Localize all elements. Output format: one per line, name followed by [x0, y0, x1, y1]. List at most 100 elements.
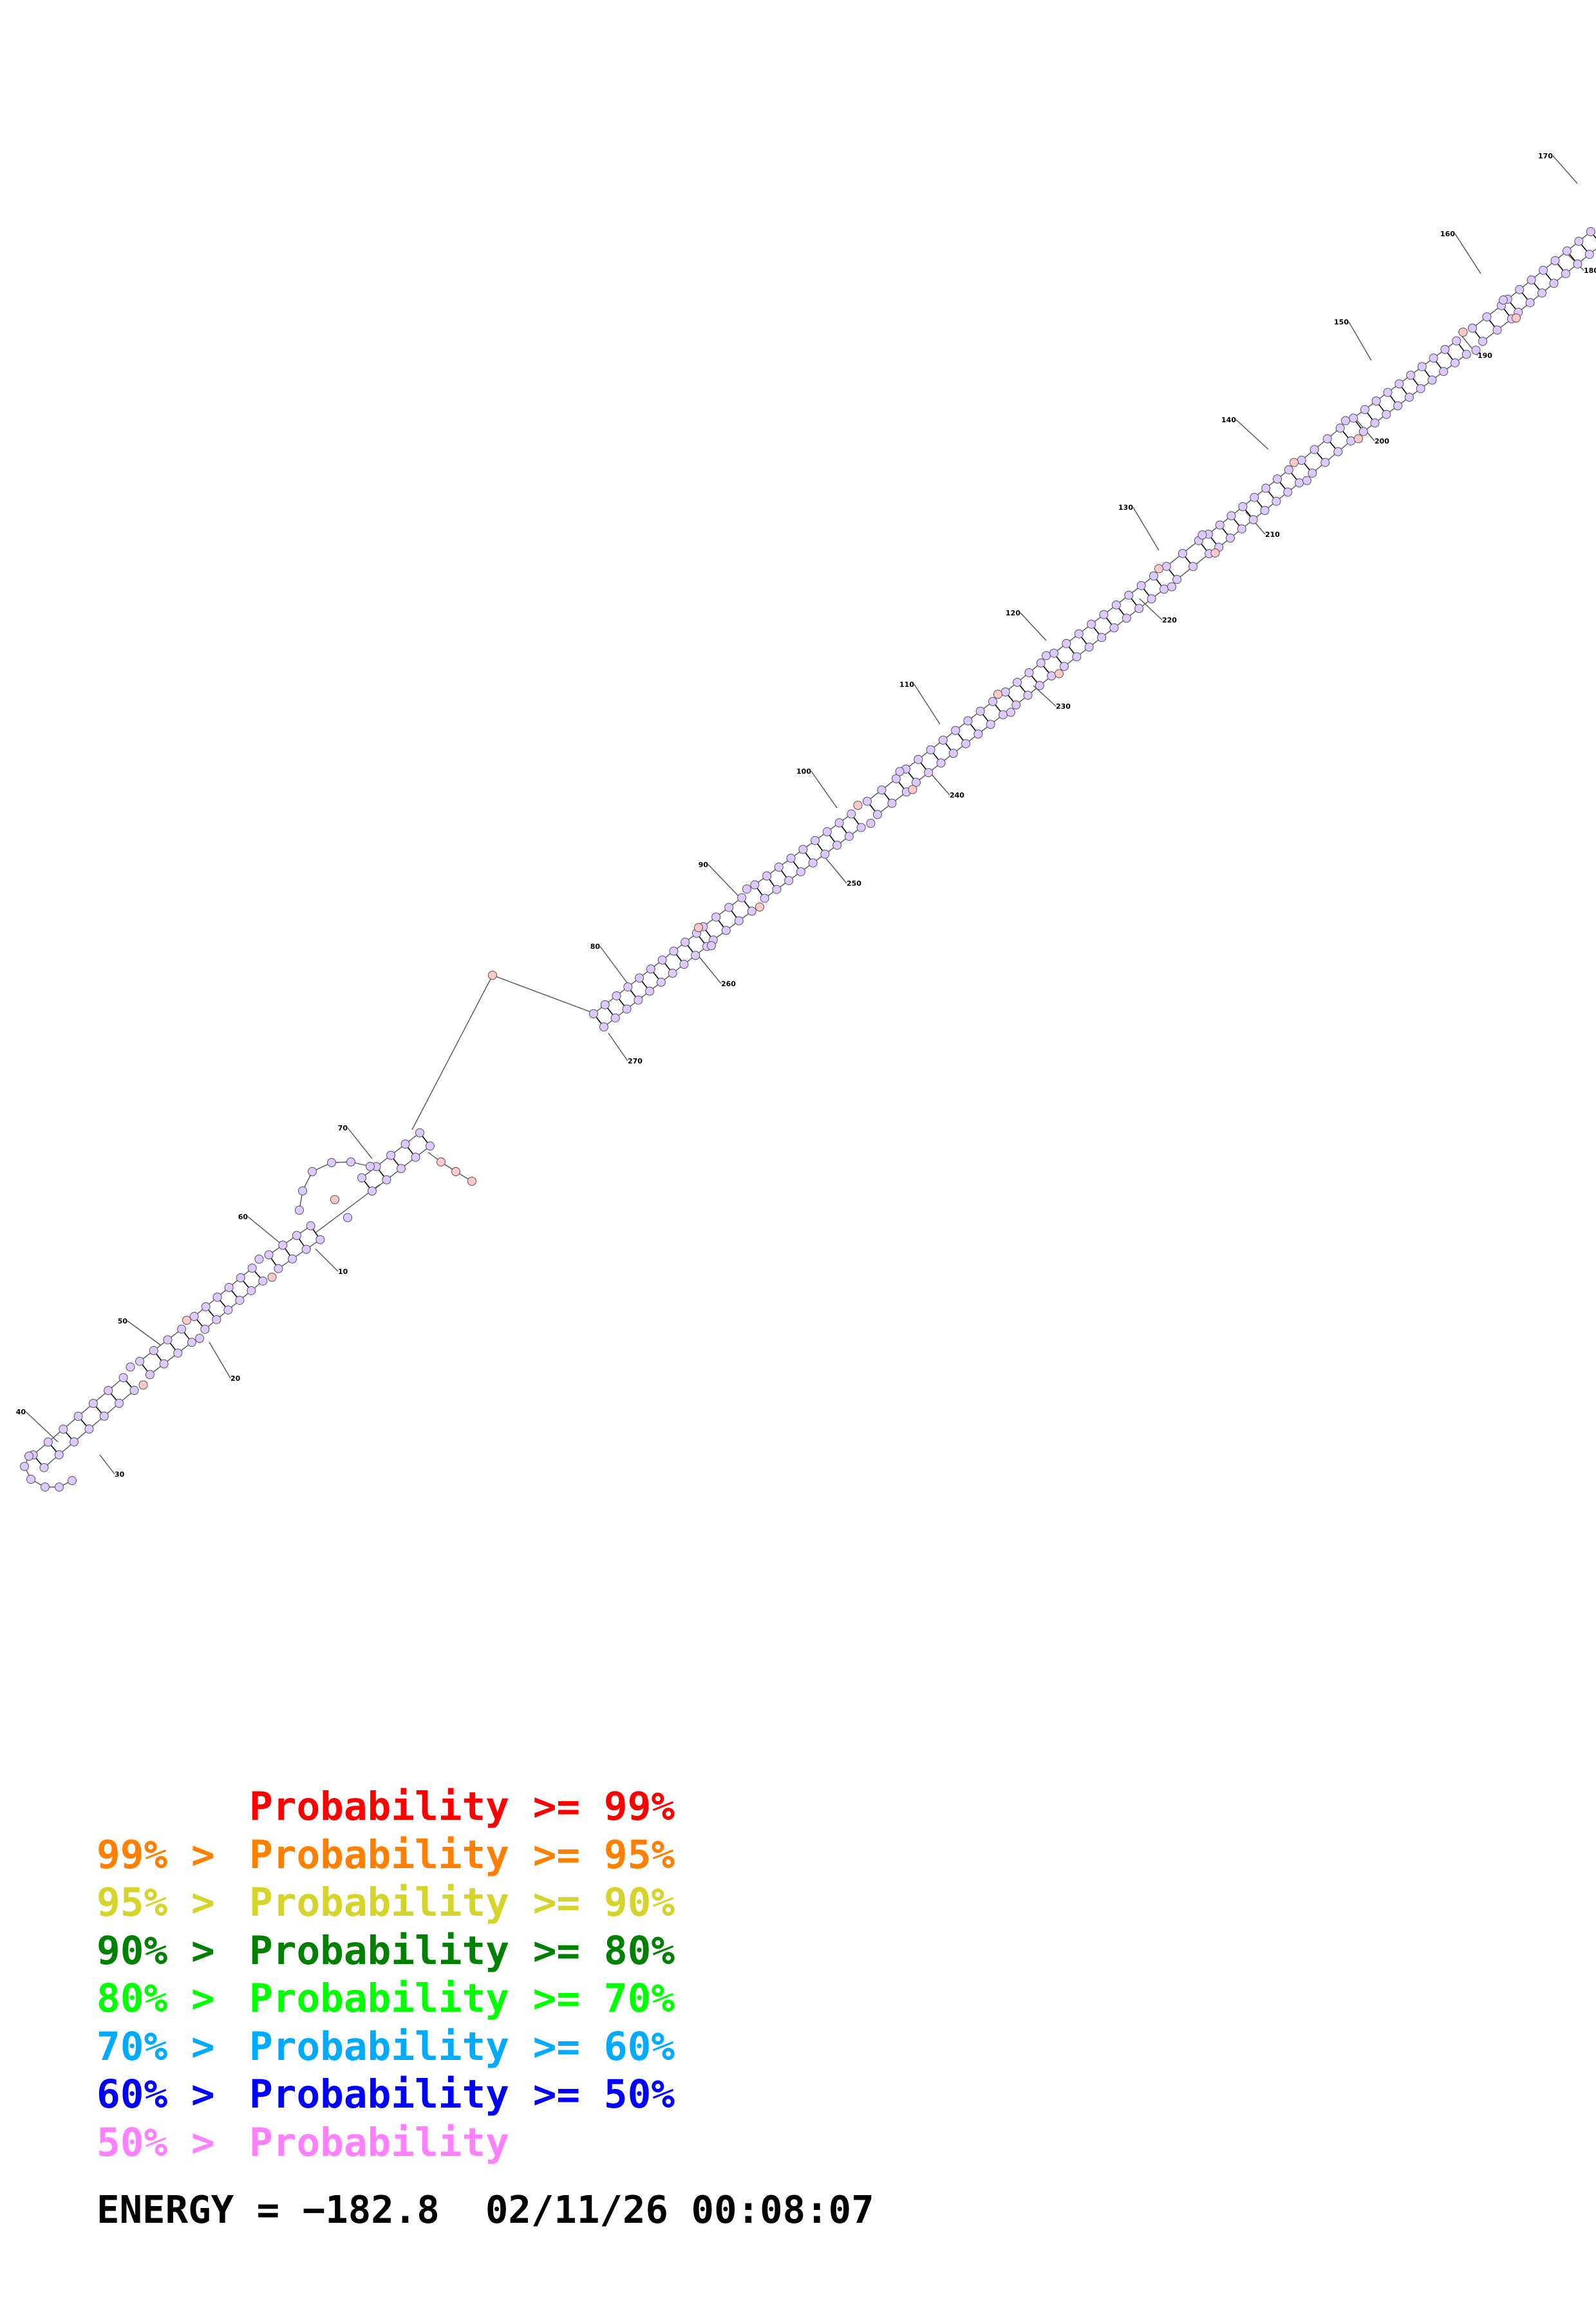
- nucleotide: [1189, 563, 1197, 571]
- loop-nucleotide: [1168, 583, 1176, 591]
- nucleotide: [1550, 279, 1558, 288]
- loop-nucleotide: [1342, 416, 1350, 425]
- nucleotide: [387, 1151, 395, 1159]
- nucleotide: [1440, 368, 1448, 376]
- nucleotide: [1323, 435, 1331, 443]
- nucleotide: [1526, 299, 1534, 307]
- hairpin-nucleotide: [21, 1463, 29, 1471]
- nucleotide: [316, 1235, 324, 1244]
- nucleotide: [773, 885, 781, 894]
- nucleotide: [589, 1009, 597, 1018]
- nucleotide: [416, 1128, 424, 1137]
- legend-label: Probability >= 50%: [249, 2071, 675, 2119]
- nucleotide: [1284, 488, 1292, 496]
- nucleotide: [1573, 260, 1582, 268]
- legend-row-60: 70% > Probability >= 60%: [97, 2023, 191, 2072]
- nucleotide: [612, 991, 621, 1000]
- nucleotide: [279, 1241, 287, 1249]
- nucleotide: [1013, 678, 1022, 686]
- multiloop-nucleotide: [296, 1206, 304, 1215]
- nucleotide: [1483, 313, 1491, 321]
- position-label: 230: [1056, 702, 1071, 711]
- label-tick: [209, 1342, 230, 1378]
- nucleotide: [1137, 581, 1145, 590]
- nucleotide: [1075, 630, 1083, 638]
- nucleotide: [1561, 270, 1570, 278]
- multiloop-nucleotide: [328, 1159, 336, 1167]
- nucleotide: [397, 1165, 405, 1173]
- position-label: 270: [628, 1057, 643, 1065]
- nucleotide: [1122, 614, 1131, 622]
- nucleotide: [1110, 624, 1118, 632]
- nucleotide: [74, 1412, 82, 1421]
- nucleotide: [104, 1387, 113, 1395]
- nucleotide: [847, 810, 856, 818]
- nucleotide: [949, 749, 957, 758]
- nucleotide: [426, 1142, 434, 1150]
- nucleotide: [1334, 447, 1342, 456]
- nucleotide: [1516, 285, 1524, 294]
- nucleotide: [735, 917, 743, 925]
- nucleotide: [1237, 525, 1246, 533]
- nucleotide: [680, 960, 688, 969]
- legend-prefix: 80% >: [97, 1975, 215, 2023]
- position-label: 250: [847, 879, 861, 888]
- backbone-segment: [1016, 676, 1051, 705]
- nucleotide: [1493, 326, 1501, 334]
- position-label: 200: [1375, 437, 1389, 445]
- nucleotide: [1469, 324, 1477, 332]
- nucleotide: [1462, 350, 1470, 359]
- multiloop-nucleotide: [366, 1163, 375, 1171]
- backbone-segment: [1364, 354, 1467, 431]
- nucleotide: [164, 1336, 172, 1344]
- nucleotide: [986, 720, 995, 729]
- nucleotide: [1250, 493, 1259, 501]
- loop-nucleotide: [756, 903, 764, 912]
- nucleotide: [1359, 427, 1367, 436]
- label-tick: [1020, 613, 1046, 641]
- loop-nucleotide: [126, 1363, 135, 1371]
- nucleotide: [187, 1338, 196, 1347]
- nucleotide: [964, 716, 972, 725]
- legend-label: Probability >= 60%: [249, 2023, 675, 2072]
- nucleotide: [178, 1325, 186, 1333]
- nucleotide: [401, 1140, 409, 1148]
- legend-label: Probability >= 90%: [249, 1879, 675, 1927]
- nucleotide: [213, 1293, 221, 1302]
- label-tick: [600, 946, 628, 984]
- nucleotide: [247, 1286, 256, 1295]
- linker-nucleotide: [489, 971, 497, 980]
- nucleotide: [100, 1412, 108, 1420]
- nucleotide: [411, 1153, 420, 1161]
- nucleotide: [939, 736, 947, 744]
- legend-row-95: 99% > Probability >= 95%: [97, 1831, 191, 1880]
- loop-nucleotide: [1211, 549, 1219, 557]
- nucleotide: [1586, 227, 1595, 236]
- position-label: 180: [1584, 267, 1596, 275]
- nucleotide: [1371, 419, 1379, 427]
- nucleotide: [681, 938, 690, 946]
- nucleotide: [1216, 521, 1224, 529]
- nucleotide: [962, 740, 970, 748]
- nucleotide: [1416, 384, 1425, 393]
- nucleotide: [658, 956, 666, 964]
- tail-nucleotide: [468, 1177, 476, 1186]
- label-tick: [315, 1249, 338, 1271]
- nucleotides: [21, 227, 1596, 1491]
- legend-label: Probability >= 80%: [249, 1927, 675, 1976]
- backbone-segment: [1353, 341, 1456, 418]
- nucleotide: [55, 1450, 63, 1459]
- nucleotide: [657, 978, 665, 986]
- loop-nucleotide: [183, 1316, 191, 1325]
- nucleotide: [873, 810, 881, 819]
- nucleotide: [857, 823, 865, 832]
- label-tick: [811, 771, 837, 808]
- nucleotide: [358, 1174, 366, 1182]
- nucleotide: [888, 799, 896, 807]
- nucleotide: [1407, 371, 1415, 379]
- nucleotide: [646, 965, 655, 973]
- backbone-segment: [1312, 441, 1351, 473]
- label-tick: [127, 1321, 161, 1345]
- nucleotide: [1012, 701, 1020, 709]
- nucleotide: [115, 1399, 124, 1407]
